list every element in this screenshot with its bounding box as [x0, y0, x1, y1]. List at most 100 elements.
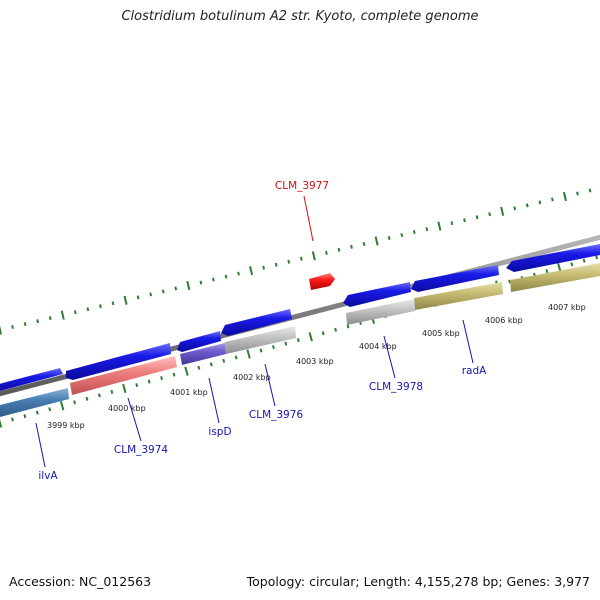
minor-tick [209, 362, 213, 367]
minor-tick [450, 221, 454, 226]
minor-tick [23, 414, 27, 419]
major-tick [437, 221, 442, 231]
minor-tick [10, 417, 14, 422]
major-tick [311, 251, 316, 261]
gene-leader-line [208, 377, 220, 424]
minor-tick [299, 256, 303, 261]
major-tick [562, 191, 567, 202]
minor-tick [346, 324, 350, 329]
cds-arrow[interactable] [506, 244, 600, 272]
minor-tick [99, 304, 102, 309]
major-tick [59, 401, 65, 411]
minor-tick [588, 188, 592, 193]
minor-tick [197, 365, 201, 370]
minor-tick [234, 355, 238, 360]
gene-leader-line [264, 363, 276, 407]
outer-dotted-ruler [0, 188, 592, 335]
minor-tick [362, 241, 366, 246]
minor-tick [48, 407, 52, 412]
scale-label: 4003 kbp [296, 357, 334, 366]
gene-label-clm-3974[interactable]: CLM_3974 [114, 444, 169, 456]
gene-leader-line [383, 335, 396, 379]
minor-tick [325, 250, 328, 255]
minor-tick [161, 289, 165, 294]
feature-block[interactable] [510, 263, 600, 292]
gene-label-clm-3978[interactable]: CLM_3978 [369, 381, 423, 393]
gene-clm-3977-arrow[interactable] [309, 273, 335, 290]
genome-summary: Topology: circular; Length: 4,155,278 bp… [246, 574, 590, 589]
minor-tick [73, 400, 77, 405]
cds-arrow[interactable] [343, 282, 411, 307]
minor-tick [136, 295, 140, 300]
minor-tick [296, 338, 300, 343]
gene-label-clm-3976[interactable]: CLM_3976 [249, 409, 304, 421]
minor-tick [334, 327, 338, 332]
minor-tick [36, 319, 40, 324]
minor-tick [73, 310, 77, 315]
minor-tick [110, 389, 114, 394]
forward-strand-features [0, 244, 600, 392]
map-title: Clostridium botulinum A2 str. Kyoto, com… [121, 9, 479, 24]
minor-tick [11, 325, 14, 330]
feature-block[interactable] [70, 356, 177, 395]
minor-tick [224, 274, 228, 279]
cds-arrow[interactable] [411, 265, 499, 292]
major-tick [0, 419, 3, 428]
scale-label: 4002 kbp [233, 373, 271, 382]
feature-block[interactable] [0, 388, 69, 417]
minor-tick [513, 206, 517, 211]
minor-tick [212, 277, 215, 282]
minor-tick [508, 279, 512, 284]
minor-tick [48, 316, 52, 321]
major-tick [246, 349, 251, 359]
accession-label: Accession: NC_012563 [9, 574, 152, 589]
minor-tick [595, 255, 599, 260]
minor-tick [23, 322, 27, 327]
inner-dotted-ruler [0, 255, 599, 428]
gene-label-clm-3977[interactable]: CLM_3977 [275, 180, 329, 192]
feature-block[interactable] [180, 343, 226, 365]
gene-label-ispd[interactable]: ispD [208, 426, 231, 438]
feature-block[interactable] [346, 299, 415, 325]
major-tick [308, 332, 313, 342]
gene-label-rada[interactable]: radA [462, 365, 487, 377]
minor-tick [475, 215, 479, 220]
reverse-strand-features [0, 263, 600, 417]
major-tick [374, 236, 379, 246]
gene-leader-line [303, 195, 314, 242]
minor-tick [570, 262, 574, 267]
minor-tick [538, 200, 542, 205]
cds-arrow[interactable] [221, 309, 292, 336]
major-tick [122, 383, 127, 394]
minor-tick [287, 259, 291, 264]
feature-block[interactable] [414, 282, 503, 310]
minor-tick [284, 341, 288, 346]
minor-tick [321, 331, 325, 336]
feature-block[interactable] [225, 326, 296, 354]
major-tick [0, 325, 3, 335]
cds-arrow[interactable] [66, 343, 171, 380]
scale-label: 4000 kbp [108, 404, 146, 413]
cds-arrow[interactable] [0, 368, 63, 392]
scale-label: 3999 kbp [47, 421, 85, 430]
gene-leader-line [127, 397, 142, 442]
major-tick [249, 266, 254, 276]
gene-labels: ilvA CLM_3974 ispD CLM_3976 CLM_3977 CLM_3978… [35, 180, 487, 482]
minor-tick [174, 286, 178, 291]
minor-tick [425, 227, 429, 232]
gene-label-ilva[interactable]: ilvA [38, 470, 58, 482]
cds-arrow[interactable] [177, 331, 221, 352]
major-tick [500, 206, 505, 216]
minor-tick [274, 262, 278, 267]
major-tick [60, 310, 65, 320]
minor-tick [350, 244, 353, 249]
minor-tick [400, 233, 404, 238]
minor-tick [111, 301, 115, 306]
minor-tick [147, 379, 151, 384]
scale-label: 4006 kbp [485, 316, 523, 325]
minor-tick [97, 393, 101, 398]
minor-tick [85, 396, 89, 401]
minor-tick [412, 230, 416, 235]
minor-tick [237, 271, 240, 276]
minor-tick [582, 258, 586, 263]
